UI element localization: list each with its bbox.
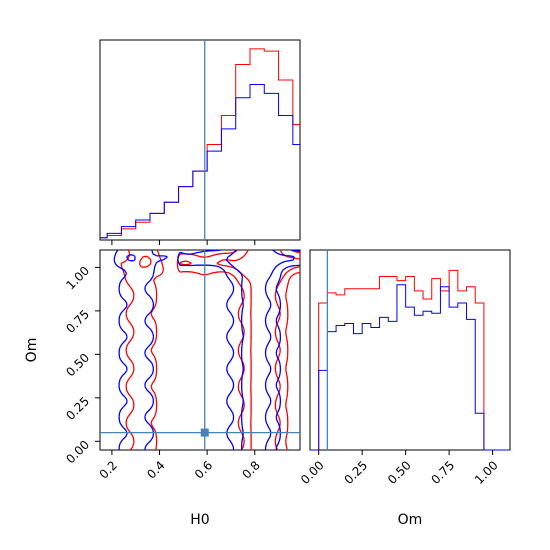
om-tick-label: 1.00 xyxy=(63,264,92,293)
om-axis-ticks: 0.00 0.25 0.50 0.75 1.00 xyxy=(63,264,100,467)
red-contour-inner xyxy=(138,249,301,451)
om-tick-label: 0.00 xyxy=(63,438,92,467)
red-contour-outer xyxy=(120,249,301,451)
om-histogram-frame xyxy=(309,249,511,451)
om-histogram-series xyxy=(310,269,510,451)
om-hist-tick-label: 1.00 xyxy=(472,458,501,487)
om-axis-label: Om xyxy=(398,512,423,528)
om-tick-label: 0.75 xyxy=(63,307,92,336)
om-hist-tick-label: 0.75 xyxy=(428,458,457,487)
h0-axis-ticks: 0.2 0.4 0.6 0.8 xyxy=(97,450,263,482)
red-h0-histogram-step xyxy=(100,48,300,239)
red-om-histogram-step xyxy=(310,269,510,451)
om-hist-tick-label: 0.50 xyxy=(385,458,414,487)
blue-h0-histogram-step xyxy=(100,83,300,239)
blue-contour-outer xyxy=(113,249,301,451)
h0-histogram-frame xyxy=(99,39,301,241)
h0-tick-label: 0.8 xyxy=(239,458,262,481)
blue-contour-inner xyxy=(126,249,295,451)
h0-tick-label: 0.4 xyxy=(144,458,167,481)
om-axis-ticks: 0.00 0.25 0.50 0.75 1.00 xyxy=(298,450,501,487)
joint-contour-panel: 0.2 0.4 0.6 0.8 0.00 0.25 0.50 0.75 1.00 xyxy=(63,249,301,482)
om-histogram-panel: 0.00 0.25 0.50 0.75 1.00 xyxy=(298,249,511,487)
om-hist-tick-label: 0.25 xyxy=(342,458,371,487)
om-tick-label: 0.50 xyxy=(63,351,92,380)
om-hist-tick-label: 0.00 xyxy=(298,458,327,487)
h0-tick-label: 0.6 xyxy=(192,458,215,481)
h0-histogram-ticks xyxy=(111,240,256,245)
h0-histogram-series xyxy=(100,48,300,239)
contour-lines xyxy=(113,249,301,451)
h0-histogram-panel xyxy=(99,39,301,245)
blue-om-histogram-step xyxy=(310,284,510,451)
h0-tick-label: 0.2 xyxy=(97,458,120,481)
h0-axis-label: H0 xyxy=(190,512,209,528)
joint-frame xyxy=(99,249,301,451)
om-tick-label: 0.25 xyxy=(63,394,92,423)
om-y-axis-label: Om xyxy=(24,338,40,363)
truth-marker xyxy=(200,428,209,437)
